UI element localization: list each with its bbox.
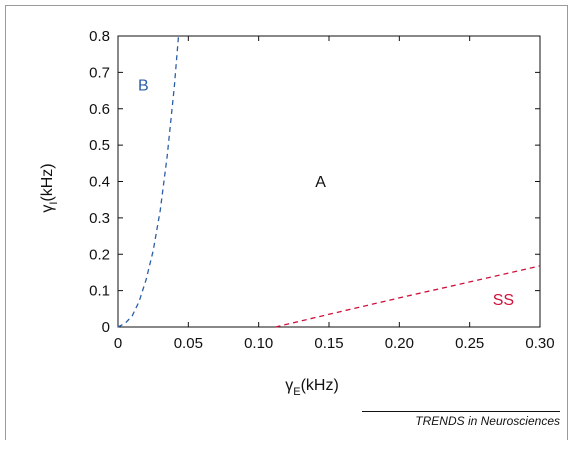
x-tick-label: 0.15 <box>314 335 343 352</box>
y-tick-label: 0.3 <box>89 210 110 227</box>
x-tick-label: 0.20 <box>385 335 414 352</box>
region-label-b: B <box>138 78 149 95</box>
y-tick-label: 0.5 <box>89 137 110 154</box>
x-tick-label: 0.25 <box>455 335 484 352</box>
y-tick-label: 0 <box>102 319 110 336</box>
x-axis-label: γE(kHz) <box>285 377 339 398</box>
y-tick-label: 0.1 <box>89 283 110 300</box>
x-tick-label: 0.10 <box>244 335 273 352</box>
plot-frame <box>117 35 541 328</box>
region-label-ss: SS <box>493 292 514 309</box>
frame-gap <box>4 440 570 448</box>
y-tick-label: 0.6 <box>89 101 110 118</box>
x-tick-label: 0 <box>114 335 122 352</box>
y-axis-label: γI(kHz) <box>39 163 60 212</box>
boundary-curve-b <box>117 35 180 328</box>
y-tick-label: 0.4 <box>89 174 110 191</box>
y-tick-label: 0.8 <box>89 28 110 45</box>
boundary-curve-ss <box>275 265 541 328</box>
x-tick-label: 0.05 <box>174 335 203 352</box>
journal-credit: TRENDS in Neurosciences <box>362 411 560 428</box>
y-tick-label: 0.2 <box>89 246 110 263</box>
y-tick-label: 0.7 <box>89 64 110 81</box>
region-label-a: A <box>315 174 326 191</box>
x-tick-label: 0.30 <box>525 335 554 352</box>
